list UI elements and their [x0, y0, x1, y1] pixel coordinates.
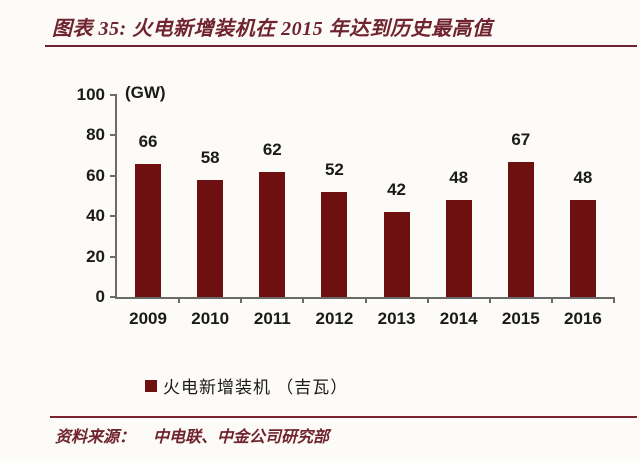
bar-value-label-2012: 52	[324, 159, 344, 179]
source-label: 资料来源：	[55, 429, 136, 446]
y-axis-tick-label: 60	[86, 165, 105, 185]
x-axis-tick-label: 2009	[129, 309, 167, 328]
x-axis-tick-mark	[240, 297, 243, 303]
x-axis-tick-label: 2015	[501, 309, 540, 328]
bar-2014	[445, 200, 472, 297]
x-axis-tick-mark	[613, 297, 615, 303]
bar-2010	[197, 179, 224, 297]
y-axis-tick-label: 20	[86, 246, 105, 266]
y-axis-tick-mark	[110, 296, 117, 298]
x-axis-tick-mark	[178, 297, 181, 303]
figure-title: 图表 35: 火电新增装机在 2015 年达到历史最高值	[52, 18, 493, 40]
source-value: 中电联、中金公司研究部	[153, 429, 330, 446]
x-axis-tick-mark	[488, 297, 491, 303]
y-axis-tick-mark	[110, 174, 117, 177]
bar-2015	[507, 161, 534, 297]
x-axis-tick-mark	[302, 297, 305, 303]
bar-value-label-2009: 66	[138, 131, 158, 151]
legend-swatch-icon	[145, 379, 157, 392]
y-axis-tick-mark	[110, 134, 117, 137]
x-axis-tick-label: 2011	[253, 309, 291, 328]
bar-value-label-2010: 58	[200, 147, 220, 167]
chart-legend: 火电新增装机 （吉瓦）	[145, 373, 348, 398]
x-axis-tick-label: 2012	[315, 309, 354, 328]
y-axis-tick-mark	[110, 255, 117, 258]
bar-2013	[383, 212, 410, 297]
x-axis-tick-label: 2014	[439, 309, 478, 328]
source-line: 资料来源： 中电联、中金公司研究部	[55, 423, 329, 447]
y-axis-tick-label: 100	[76, 85, 105, 104]
bar-value-label-2013: 42	[387, 180, 407, 200]
x-axis-tick-mark	[364, 297, 367, 303]
y-axis-unit-label: (GW)	[125, 83, 166, 102]
bar-2009	[135, 163, 162, 297]
y-axis-tick-mark	[110, 215, 117, 218]
bar-value-label-2016: 48	[573, 168, 593, 188]
bar-value-label-2015: 67	[511, 129, 531, 149]
bar-2012	[321, 191, 348, 297]
title-underline-rule	[45, 45, 637, 47]
bar-chart-plot-area: (GW) 0 20 40 60 80 100 66 2009 58 2010 62 2011 52 201…	[77, 83, 615, 328]
y-axis-tick-label: 80	[86, 125, 105, 145]
bar-2016	[569, 200, 596, 297]
footer-rule	[50, 416, 637, 418]
x-axis-tick-mark	[550, 297, 553, 303]
x-axis-tick-label: 2016	[564, 309, 602, 328]
x-axis-tick-mark	[426, 297, 429, 303]
legend-series-label: 火电新增装机 （吉瓦）	[163, 378, 349, 397]
bar-value-label-2014: 48	[449, 168, 469, 188]
bar-2011	[259, 171, 286, 297]
y-axis-tick-label: 40	[86, 206, 105, 226]
bar-value-label-2011: 62	[262, 139, 282, 159]
x-axis-tick-label: 2013	[377, 309, 416, 328]
x-axis-tick-label: 2010	[191, 309, 230, 328]
y-axis-tick-mark	[110, 94, 117, 96]
y-axis-tick-label: 0	[95, 287, 105, 306]
